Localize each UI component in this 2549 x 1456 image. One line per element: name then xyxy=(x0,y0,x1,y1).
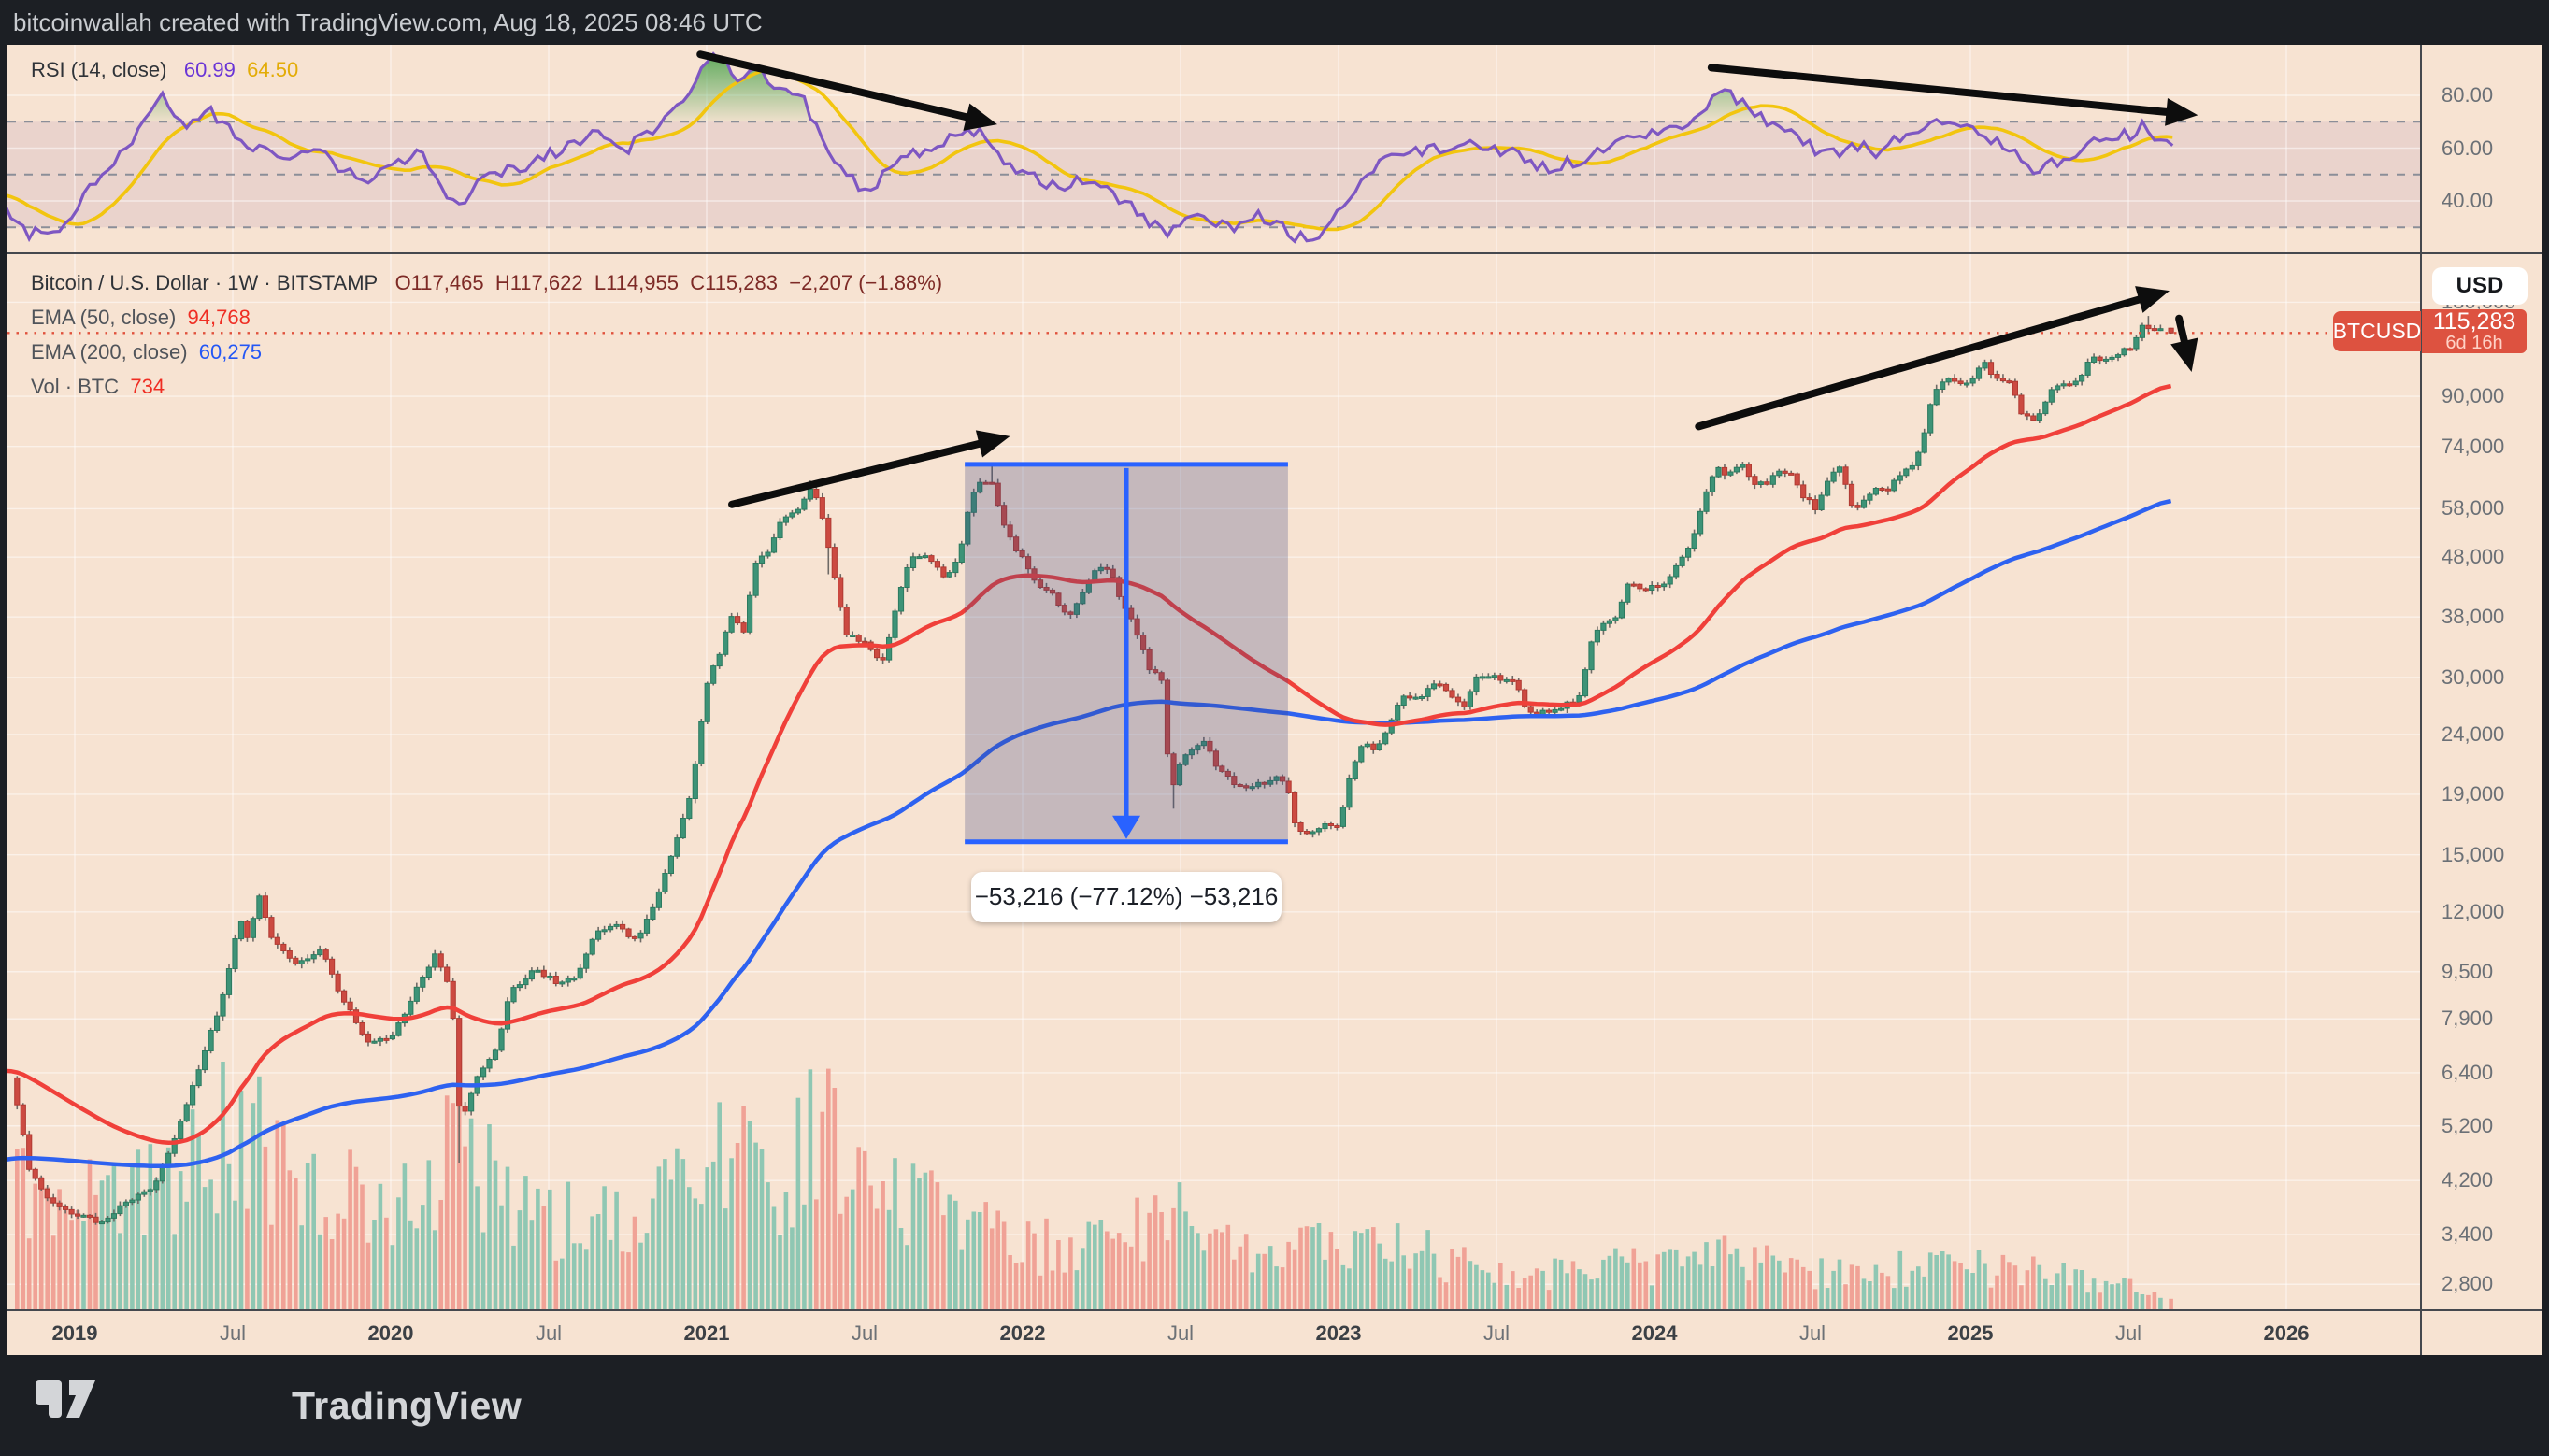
symbol-title: Bitcoin / U.S. Dollar · 1W · BITSTAMP xyxy=(31,271,379,294)
ema50-value: 94,768 xyxy=(187,306,251,329)
trend-arrows[interactable] xyxy=(696,50,2198,508)
attribution-text: bitcoinwallah created with TradingView.c… xyxy=(13,7,763,36)
tradingview-logo-icon xyxy=(36,1380,95,1418)
ohlc-low: L114,955 xyxy=(594,271,679,294)
ohlc-open: O117,465 xyxy=(394,271,484,294)
volume-legend[interactable]: Vol · BTC 734 xyxy=(31,375,165,399)
trend-arrow-shaft[interactable] xyxy=(2175,314,2188,345)
rsi-ma-line[interactable] xyxy=(0,68,2173,232)
rsi-legend[interactable]: RSI (14, close) 60.99 64.50 xyxy=(31,58,298,82)
trend-arrow-shaft[interactable] xyxy=(1707,64,2170,116)
rsi-legend-label: RSI (14, close) xyxy=(31,58,167,81)
rsi-line[interactable] xyxy=(0,51,2174,244)
rsi-band xyxy=(7,121,2421,228)
ema50-legend[interactable]: EMA (50, close) 94,768 xyxy=(31,306,251,330)
pane-separators xyxy=(7,45,2542,1355)
ema200-label: EMA (200, close) xyxy=(31,340,188,364)
volume-bars xyxy=(15,1062,2173,1310)
volume-value: 734 xyxy=(130,375,165,398)
currency-toggle-button[interactable]: USD xyxy=(2432,267,2528,305)
candles xyxy=(14,316,2174,1225)
trend-arrowhead[interactable] xyxy=(2170,337,2198,373)
ohlc-high: H117,622 xyxy=(494,271,583,294)
trend-arrowhead[interactable] xyxy=(2165,97,2198,126)
ohlc-close: C115,283 xyxy=(690,271,778,294)
ema200-value: 60,275 xyxy=(198,340,263,364)
trend-arrow-shaft[interactable] xyxy=(728,439,983,508)
trend-arrowhead[interactable] xyxy=(963,103,997,131)
ema50-label: EMA (50, close) xyxy=(31,306,177,329)
price-plot xyxy=(0,316,2174,1310)
trend-arrowhead[interactable] xyxy=(2135,286,2170,313)
symbol-legend[interactable]: Bitcoin / U.S. Dollar · 1W · BITSTAMP O1… xyxy=(31,271,942,295)
rsi-ma-value: 64.50 xyxy=(247,58,299,81)
ohlc-change: −2,207 (−1.88%) xyxy=(789,271,943,294)
attribution-bar: bitcoinwallah created with TradingView.c… xyxy=(0,0,2549,45)
rsi-value: 60.99 xyxy=(183,58,236,81)
trend-arrow-shaft[interactable] xyxy=(1695,295,2143,431)
trend-arrow-shaft[interactable] xyxy=(696,50,970,121)
measure-tool[interactable] xyxy=(965,462,1288,845)
rsi-plot xyxy=(0,51,2174,244)
ema200-legend[interactable]: EMA (200, close) 60,275 xyxy=(31,340,262,364)
ema200-line[interactable] xyxy=(0,498,2172,1169)
volume-label: Vol · BTC xyxy=(31,375,120,398)
trend-arrowhead[interactable] xyxy=(975,430,1010,458)
measure-arrowhead xyxy=(1112,815,1141,839)
footer-bar: TradingView xyxy=(0,1355,2549,1456)
ema50-line[interactable] xyxy=(0,383,2172,1145)
chart-background xyxy=(7,45,2542,1355)
tradingview-wordmark: TradingView xyxy=(292,1383,523,1427)
